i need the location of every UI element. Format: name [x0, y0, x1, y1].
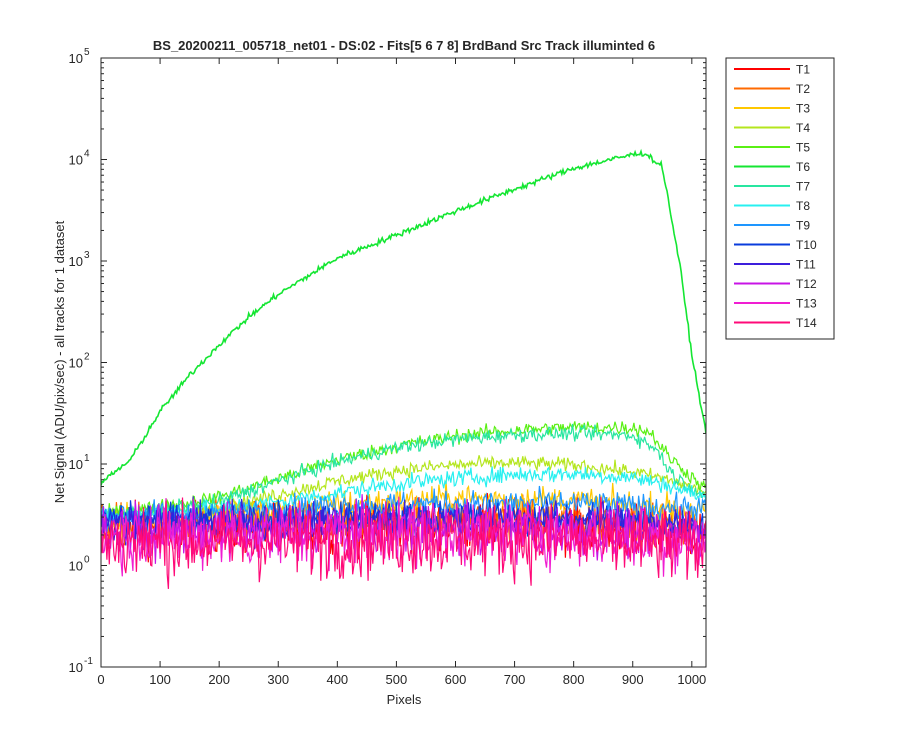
- legend-label: T13: [796, 297, 817, 311]
- legend-item-t10[interactable]: T10: [734, 238, 817, 252]
- x-tick-label: 200: [208, 672, 230, 687]
- x-tick-label: 900: [622, 672, 644, 687]
- legend-label: T14: [796, 316, 817, 330]
- legend[interactable]: T1 T2 T3 T4 T5 T6 T7 T8 T9 T10 T11 T12 T13 T14: [725, 57, 835, 340]
- legend-item-t1[interactable]: T1: [734, 63, 810, 77]
- y-tick-exponent: 2: [84, 352, 90, 363]
- legend-label: T7: [796, 180, 810, 194]
- y-tick-label: 10: [69, 51, 83, 66]
- series-line-t14: [101, 496, 706, 589]
- legend-item-t8[interactable]: T8: [734, 199, 810, 213]
- plot-area: [101, 58, 706, 667]
- x-tick-label: 300: [267, 672, 289, 687]
- legend-label: T10: [796, 238, 817, 252]
- y-tick-exponent: 5: [84, 47, 90, 58]
- x-tick-label: 0: [97, 672, 104, 687]
- legend-label: T5: [796, 141, 810, 155]
- x-tick-label: 500: [386, 672, 408, 687]
- legend-item-t2[interactable]: T2: [734, 82, 810, 96]
- legend-item-t9[interactable]: T9: [734, 219, 810, 233]
- legend-label: T2: [796, 82, 810, 96]
- y-tick-exponent: 3: [84, 250, 90, 261]
- legend-label: T11: [796, 258, 816, 272]
- y-tick-exponent: -1: [84, 656, 93, 667]
- y-tick-exponent: 0: [84, 555, 90, 566]
- series-line-t13: [101, 496, 706, 577]
- series-line-t6: [101, 148, 706, 486]
- legend-item-t3[interactable]: T3: [734, 102, 810, 116]
- y-tick-exponent: 4: [84, 149, 90, 160]
- y-tick-exponent: 1: [84, 453, 90, 464]
- legend-item-t14[interactable]: T14: [734, 316, 817, 330]
- y-tick-label: 10: [69, 457, 83, 472]
- legend-item-t4[interactable]: T4: [734, 121, 810, 135]
- legend-label: T12: [796, 277, 817, 291]
- x-tick-label: 700: [504, 672, 526, 687]
- legend-box: [725, 57, 835, 340]
- y-tick-label: 10: [69, 356, 83, 371]
- legend-item-t13[interactable]: T13: [734, 297, 817, 311]
- x-tick-label: 400: [326, 672, 348, 687]
- legend-item-t12[interactable]: T12: [734, 277, 817, 291]
- legend-item-t7[interactable]: T7: [734, 180, 810, 194]
- legend-label: T1: [796, 63, 810, 77]
- series-line-t7: [101, 423, 706, 526]
- legend-label: T4: [796, 121, 810, 135]
- y-tick-label: 10: [69, 660, 83, 675]
- x-tick-label: 600: [445, 672, 467, 687]
- legend-label: T6: [796, 160, 810, 174]
- y-tick-label: 10: [69, 153, 83, 168]
- x-tick-label: 800: [563, 672, 585, 687]
- legend-item-t11[interactable]: T11: [734, 258, 816, 272]
- y-tick-label: 10: [69, 254, 83, 269]
- legend-label: T9: [796, 219, 810, 233]
- x-tick-label: 100: [149, 672, 171, 687]
- legend-label: T8: [796, 199, 810, 213]
- y-axis-label: Net Signal (ADU/pix/sec) - all tracks fo…: [52, 220, 67, 503]
- y-tick-label: 10: [69, 559, 83, 574]
- x-axis-label: Pixels: [387, 692, 422, 707]
- x-tick-label: 1000: [677, 672, 706, 687]
- chart-title: BS_20200211_005718_net01 - DS:02 - Fits[…: [153, 38, 655, 53]
- legend-item-t5[interactable]: T5: [734, 141, 810, 155]
- series-line-t8: [101, 466, 706, 523]
- series-layer: [101, 148, 706, 589]
- legend-label: T3: [796, 102, 810, 116]
- legend-item-t6[interactable]: T6: [734, 160, 810, 174]
